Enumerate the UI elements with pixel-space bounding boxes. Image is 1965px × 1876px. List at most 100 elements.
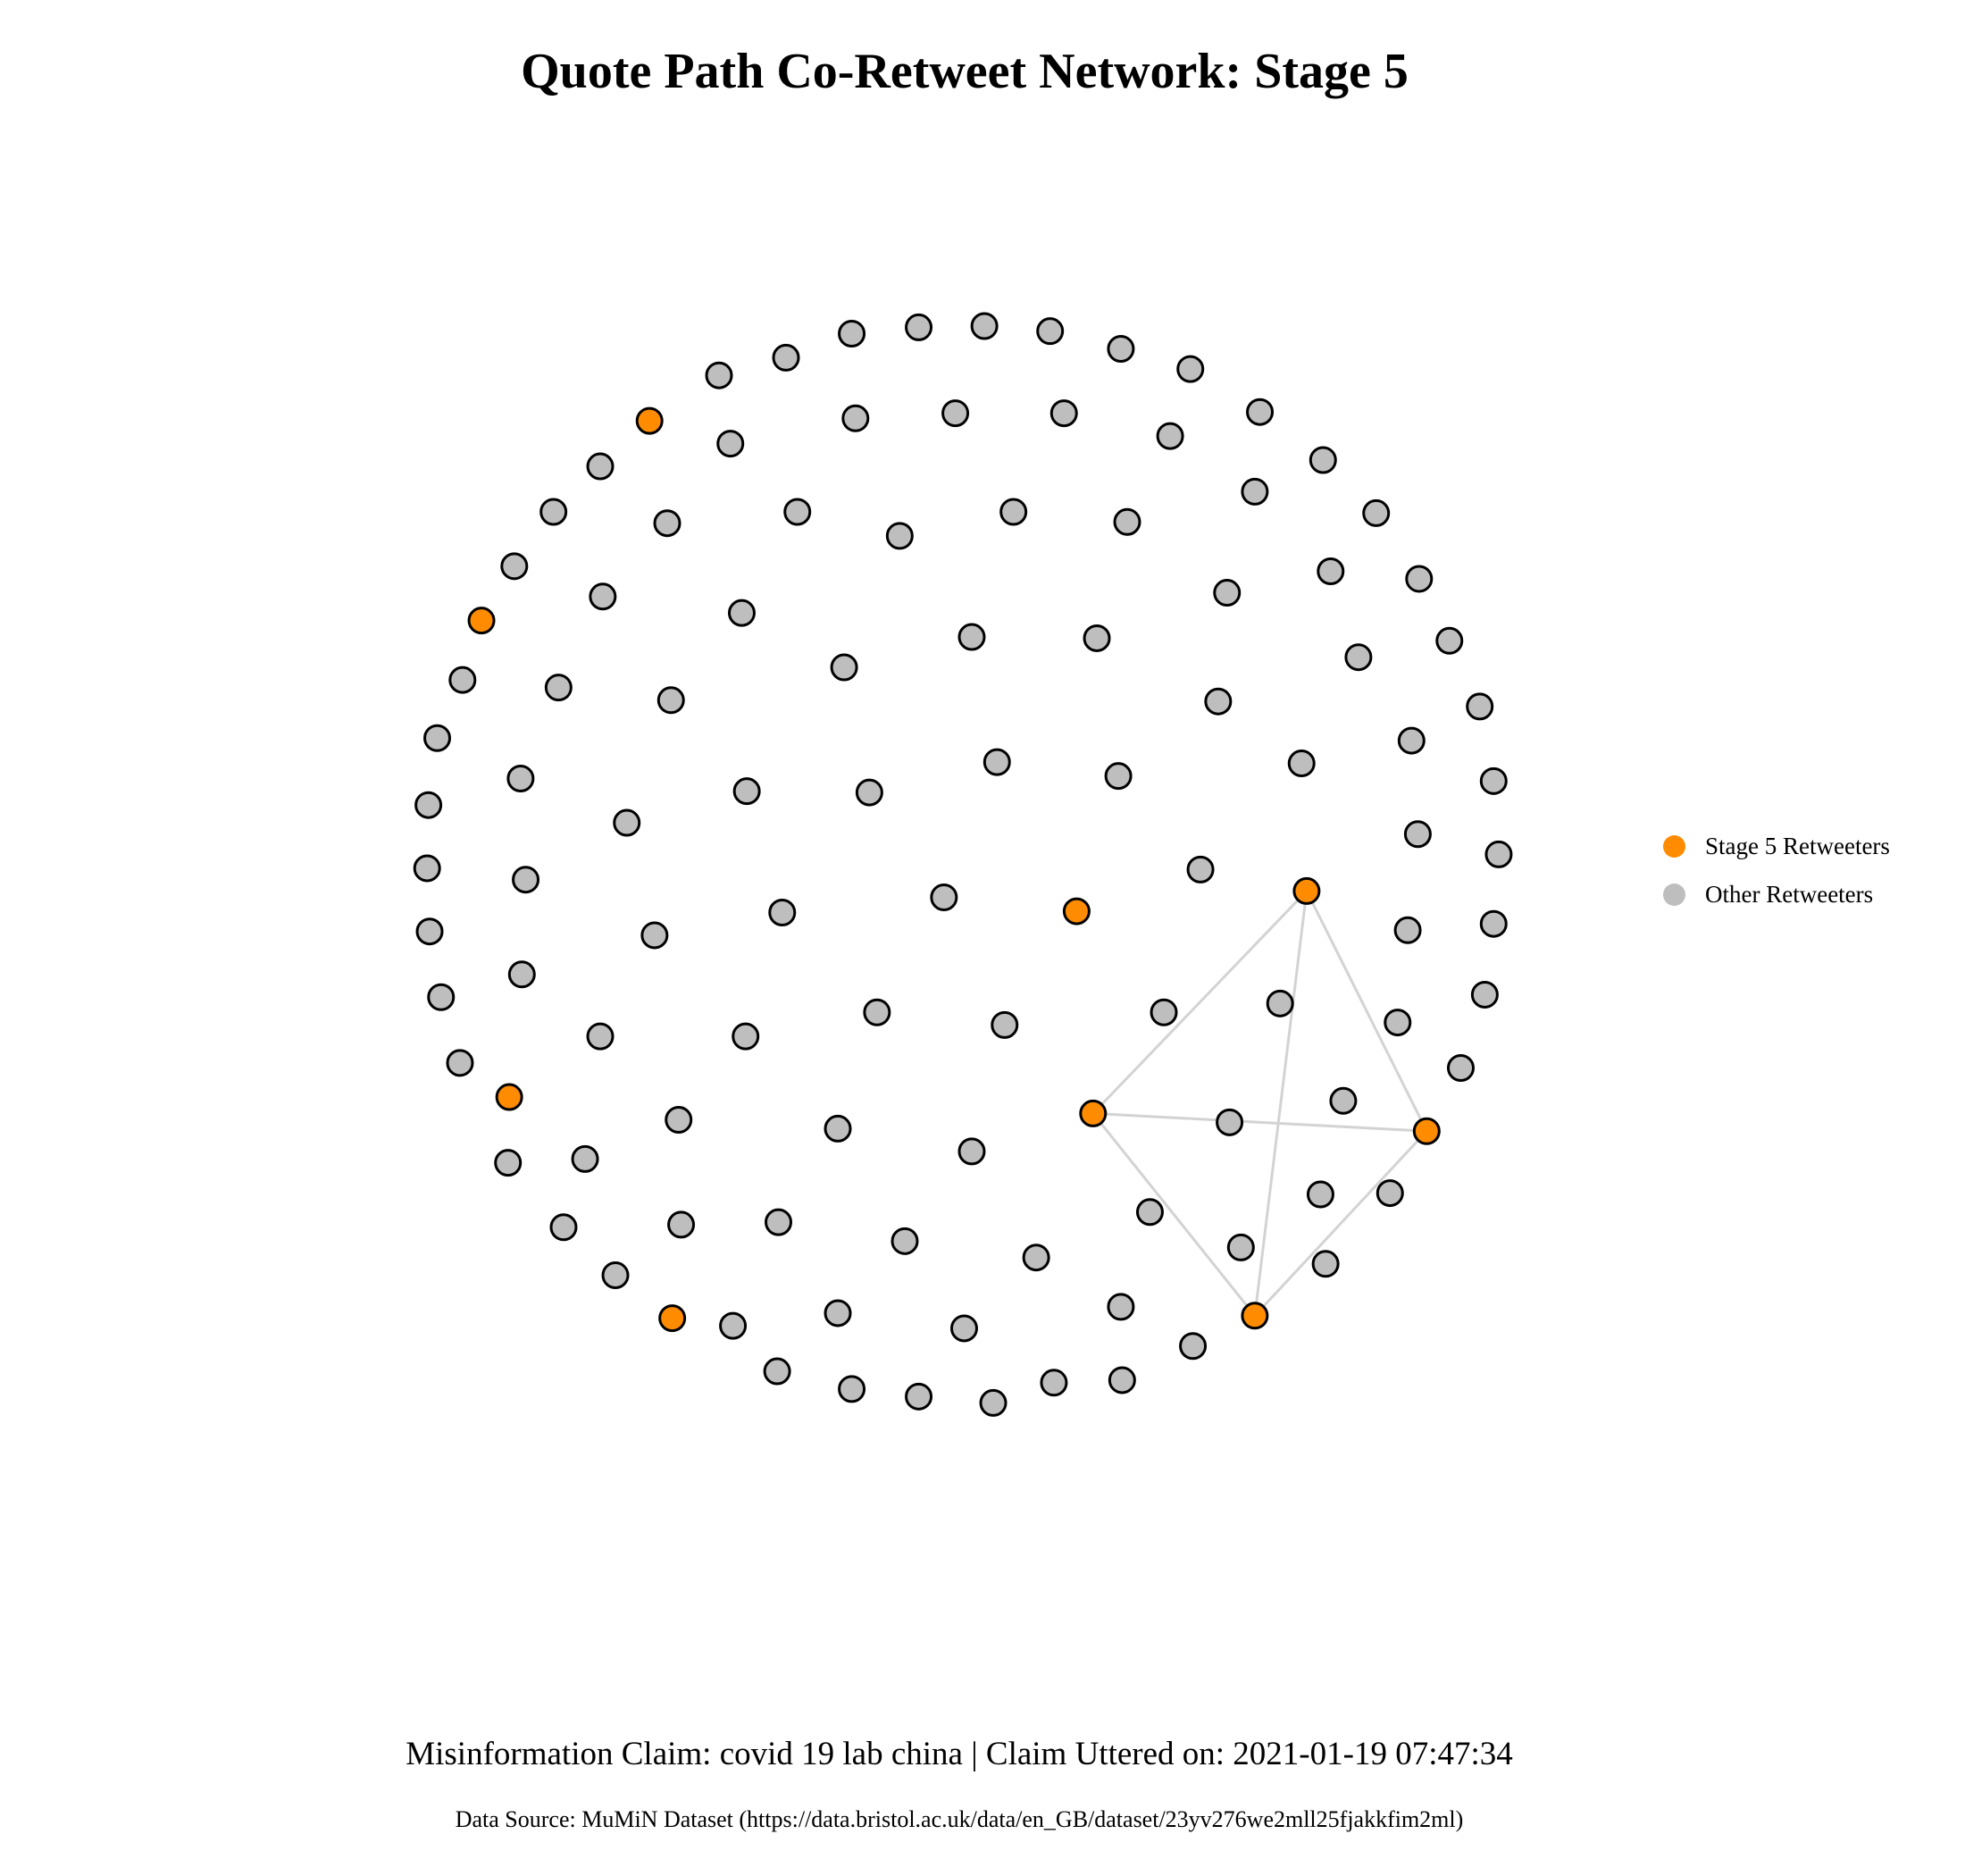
network-node-other: [957, 1137, 986, 1166]
network-node-stage: [1412, 1117, 1441, 1145]
network-node-other: [1113, 507, 1141, 536]
network-node-stage: [1241, 1302, 1269, 1330]
network-node-other: [656, 686, 685, 715]
network-node-other: [830, 653, 858, 682]
network-node-other: [765, 1208, 793, 1236]
network-node-other: [1241, 477, 1269, 506]
network-edge: [1253, 1130, 1428, 1317]
network-node-other: [589, 582, 617, 611]
network-node-other: [507, 960, 536, 989]
network-node-other: [1176, 355, 1205, 383]
network-node-other: [586, 1022, 615, 1051]
network-node-other: [824, 1114, 852, 1143]
network-node-other: [415, 917, 444, 946]
network-node-other: [991, 1010, 1019, 1039]
network-node-other: [1309, 446, 1337, 474]
network-node-other: [1466, 692, 1494, 721]
network-node-other: [446, 1049, 474, 1077]
network-node-stage: [467, 607, 496, 635]
network-node-other: [1216, 1108, 1244, 1136]
network-node-other: [1435, 626, 1464, 655]
network-node-other: [957, 623, 986, 651]
network-node-other: [549, 1213, 578, 1242]
network-node-other: [494, 1149, 523, 1177]
network-node-other: [640, 921, 669, 950]
network-node-stage: [1292, 876, 1321, 905]
network-node-other: [653, 509, 681, 538]
network-node-other: [448, 666, 477, 694]
network-node-other: [1362, 498, 1391, 527]
network-node-other: [716, 430, 745, 458]
network-node-other: [999, 498, 1028, 526]
network-node-other: [970, 312, 999, 340]
claim-caption: Misinformation Claim: covid 19 lab china…: [406, 1736, 1513, 1772]
network-node-other: [841, 404, 870, 432]
network-node-other: [783, 498, 812, 526]
network-node-other: [506, 765, 535, 793]
network-node-other: [586, 452, 615, 481]
network-node-other: [838, 320, 866, 348]
network-node-other: [571, 1144, 599, 1173]
legend-label-other: Other Retweeters: [1705, 880, 1874, 908]
network-node-other: [1150, 998, 1178, 1026]
network-edge: [1091, 1112, 1257, 1317]
network-node-other: [1040, 1369, 1068, 1397]
network-node-other: [1393, 916, 1422, 944]
network-node-other: [885, 522, 914, 550]
network-node-other: [1311, 1250, 1340, 1278]
network-node-other: [941, 399, 970, 428]
network-node-other: [1266, 989, 1294, 1018]
legend-swatch-stage: [1663, 834, 1685, 858]
network-node-other: [613, 808, 641, 837]
network-node-other: [1204, 687, 1233, 716]
network-node-other: [1049, 399, 1078, 428]
network-node-other: [1317, 557, 1345, 585]
network-node-other: [1179, 1332, 1208, 1361]
network-node-other: [423, 724, 452, 752]
network-node-other: [1036, 317, 1065, 346]
network-node-other: [512, 866, 540, 894]
network-node-other: [732, 1022, 760, 1051]
network-node-other: [772, 343, 800, 372]
network-node-other: [601, 1261, 630, 1290]
network-node-other: [1470, 980, 1499, 1009]
network-node-other: [1479, 909, 1508, 938]
edges-layer: [1091, 890, 1428, 1317]
network-edge: [1305, 890, 1428, 1132]
legend-item-stage: Stage 5 Retweeters: [1663, 822, 1890, 870]
network-node-other: [1107, 334, 1135, 363]
network-node-other: [1083, 624, 1111, 652]
network-node-other: [1484, 840, 1513, 868]
network-node-other: [665, 1106, 693, 1135]
network-node-other: [1287, 750, 1316, 778]
network-node-other: [949, 1314, 978, 1343]
network-node-other: [1213, 579, 1242, 607]
network-node-other: [930, 884, 958, 912]
network-node-other: [1384, 1009, 1412, 1037]
network-node-other: [1022, 1244, 1050, 1272]
page-title: Quote Path Co-Retweet Network: Stage 5: [521, 44, 1409, 99]
network-node-other: [1108, 1366, 1136, 1394]
network-node-other: [1479, 766, 1508, 795]
network-node-other: [891, 1227, 919, 1255]
network-node-other: [1403, 820, 1432, 849]
network-node-other: [855, 778, 883, 807]
legend: Stage 5 Retweeters Other Retweeters: [1663, 822, 1890, 918]
network-node-other: [763, 1357, 791, 1386]
network-node-other: [1107, 1293, 1135, 1321]
network-node-other: [863, 998, 891, 1026]
network-node-other: [1226, 1233, 1255, 1261]
network-node-stage: [495, 1083, 523, 1111]
network-node-other: [719, 1311, 748, 1340]
network-node-other: [1405, 565, 1434, 593]
network-node-other: [1397, 726, 1426, 755]
legend-item-other: Other Retweeters: [1663, 870, 1890, 918]
network-edge: [1092, 1111, 1427, 1133]
network-node-other: [1344, 643, 1373, 672]
network-node-stage: [1079, 1099, 1108, 1127]
network-edge: [1091, 890, 1308, 1115]
legend-swatch-other: [1663, 883, 1685, 906]
network-node-other: [1246, 398, 1275, 426]
network-node-other: [544, 674, 573, 702]
